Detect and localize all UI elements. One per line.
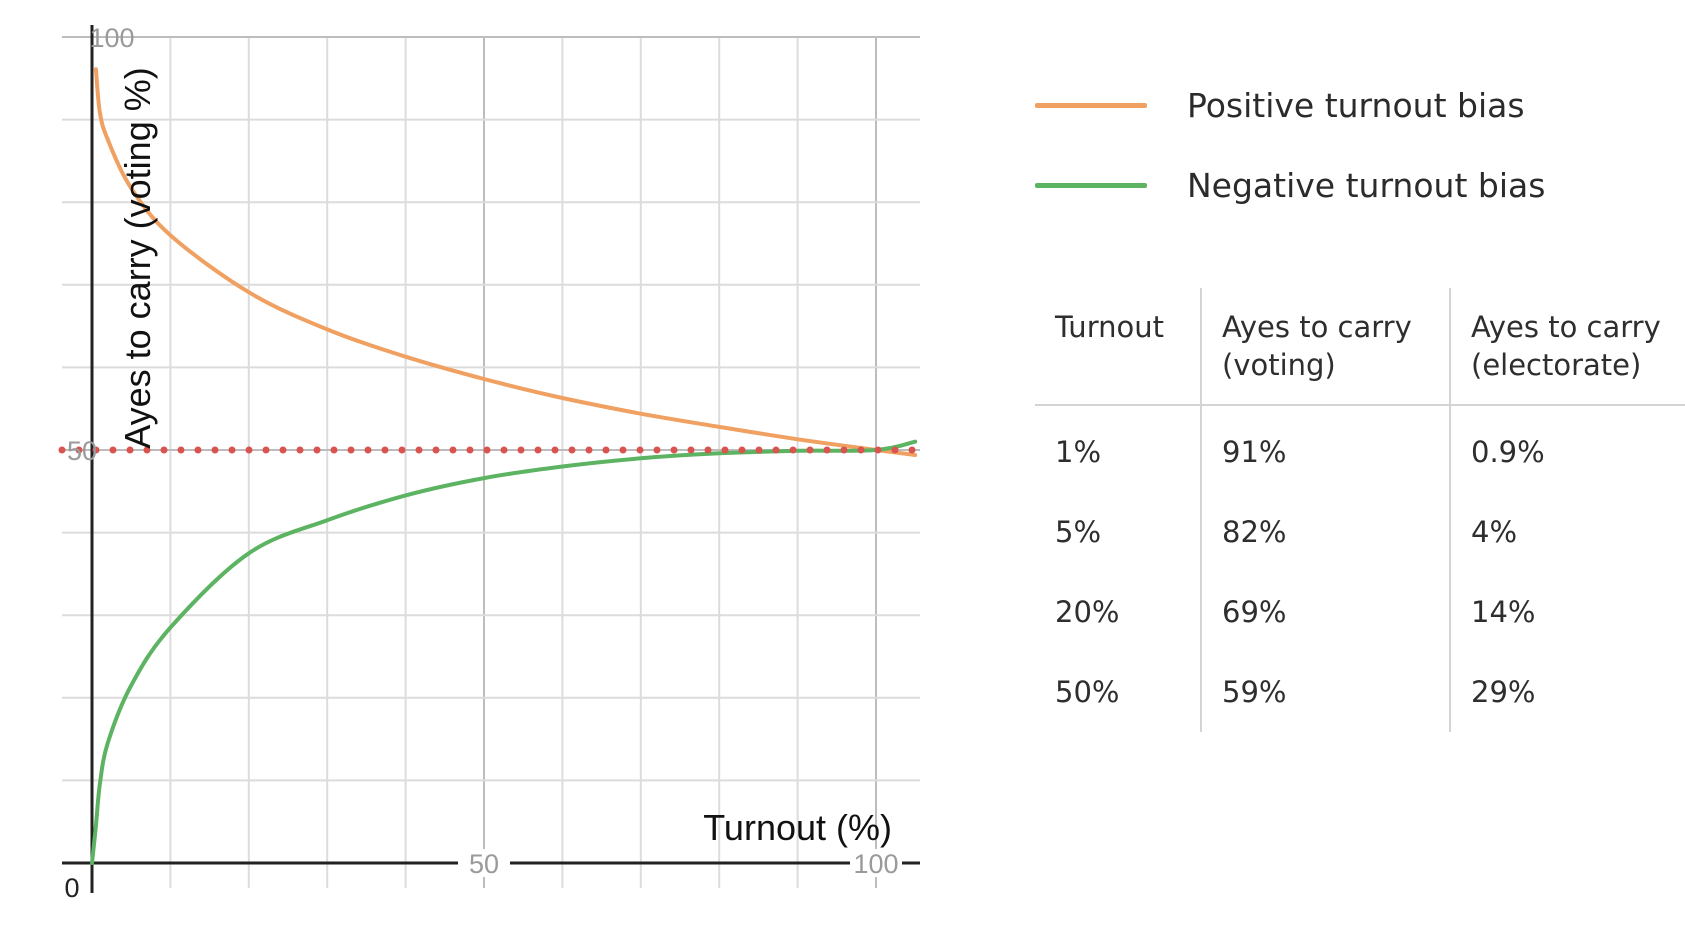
cell-ayes-voting: 59% xyxy=(1201,652,1451,732)
legend-label-negative: Negative turnout bias xyxy=(1187,165,1546,205)
table-row: 50% 59% 29% xyxy=(1035,652,1685,732)
x-tick-backdrop xyxy=(458,849,510,877)
cell-ayes-electorate: 0.9% xyxy=(1471,435,1545,469)
cell-turnout: 1% xyxy=(1035,405,1202,492)
chart-ticks: 0 50 100 50 100 xyxy=(64,23,902,903)
y-tick-label: 50 xyxy=(67,436,97,466)
legend-item-positive: Positive turnout bias xyxy=(1035,78,1545,132)
table-row: 1% 91% 0.9% xyxy=(1035,405,1685,492)
header-turnout: Turnout xyxy=(1035,288,1202,406)
cell-ayes-electorate: 4% xyxy=(1471,515,1518,549)
header-ayes-voting: Ayes to carry (voting) xyxy=(1201,288,1451,406)
table-row: 20% 69% 14% xyxy=(1035,572,1685,652)
header-turnout-line-1: Turnout xyxy=(1055,310,1164,344)
table-header-row: Turnout Ayes to carry (voting) Ayes to c… xyxy=(1035,288,1685,406)
header-ayes-electorate: Ayes to carry (electorate) xyxy=(1450,288,1685,406)
cell-turnout: 50% xyxy=(1035,652,1202,732)
legend-swatch-negative xyxy=(1035,182,1147,188)
header-ayes-electorate-line-1: Ayes to carry xyxy=(1471,310,1661,344)
header-ayes-electorate-line-2: (electorate) xyxy=(1471,348,1642,382)
header-ayes-voting-line-2: (voting) xyxy=(1222,348,1336,382)
y-tick-label: 100 xyxy=(89,23,134,53)
x-tick-backdrop xyxy=(850,849,902,877)
chart-series xyxy=(58,67,924,865)
chart-axes xyxy=(62,25,920,893)
cell-ayes-voting: 82% xyxy=(1201,492,1451,572)
series-line-negative xyxy=(90,439,918,865)
x-tick-label: 100 xyxy=(853,849,898,879)
x-tick-label: 0 xyxy=(64,873,79,903)
legend-item-negative: Negative turnout bias xyxy=(1035,158,1545,212)
cell-turnout: 20% xyxy=(1035,572,1202,652)
y-axis-title: Ayes to carry (voting %) xyxy=(117,67,158,448)
cell-ayes-electorate: 14% xyxy=(1471,595,1536,629)
legend-swatch-positive xyxy=(1035,102,1147,108)
chart-legend: Positive turnout bias Negative turnout b… xyxy=(1035,78,1545,238)
x-axis-title: Turnout (%) xyxy=(703,807,892,848)
table-row: 5% 82% 4% xyxy=(1035,492,1685,572)
series-line-positive xyxy=(93,67,918,457)
x-tick-label: 50 xyxy=(469,849,499,879)
legend-label-positive: Positive turnout bias xyxy=(1187,85,1525,125)
header-ayes-voting-line-1: Ayes to carry xyxy=(1222,310,1412,344)
cell-ayes-voting: 69% xyxy=(1201,572,1451,652)
turnout-table: Turnout Ayes to carry (voting) Ayes to c… xyxy=(1035,288,1685,732)
cell-ayes-voting: 91% xyxy=(1201,405,1451,492)
chart-grid xyxy=(62,36,920,888)
cell-ayes-electorate: 29% xyxy=(1471,675,1536,709)
cell-turnout: 5% xyxy=(1035,492,1202,572)
turnout-chart: 0 50 100 50 100 Ayes to carry (voting %) Tur… xyxy=(58,23,924,903)
